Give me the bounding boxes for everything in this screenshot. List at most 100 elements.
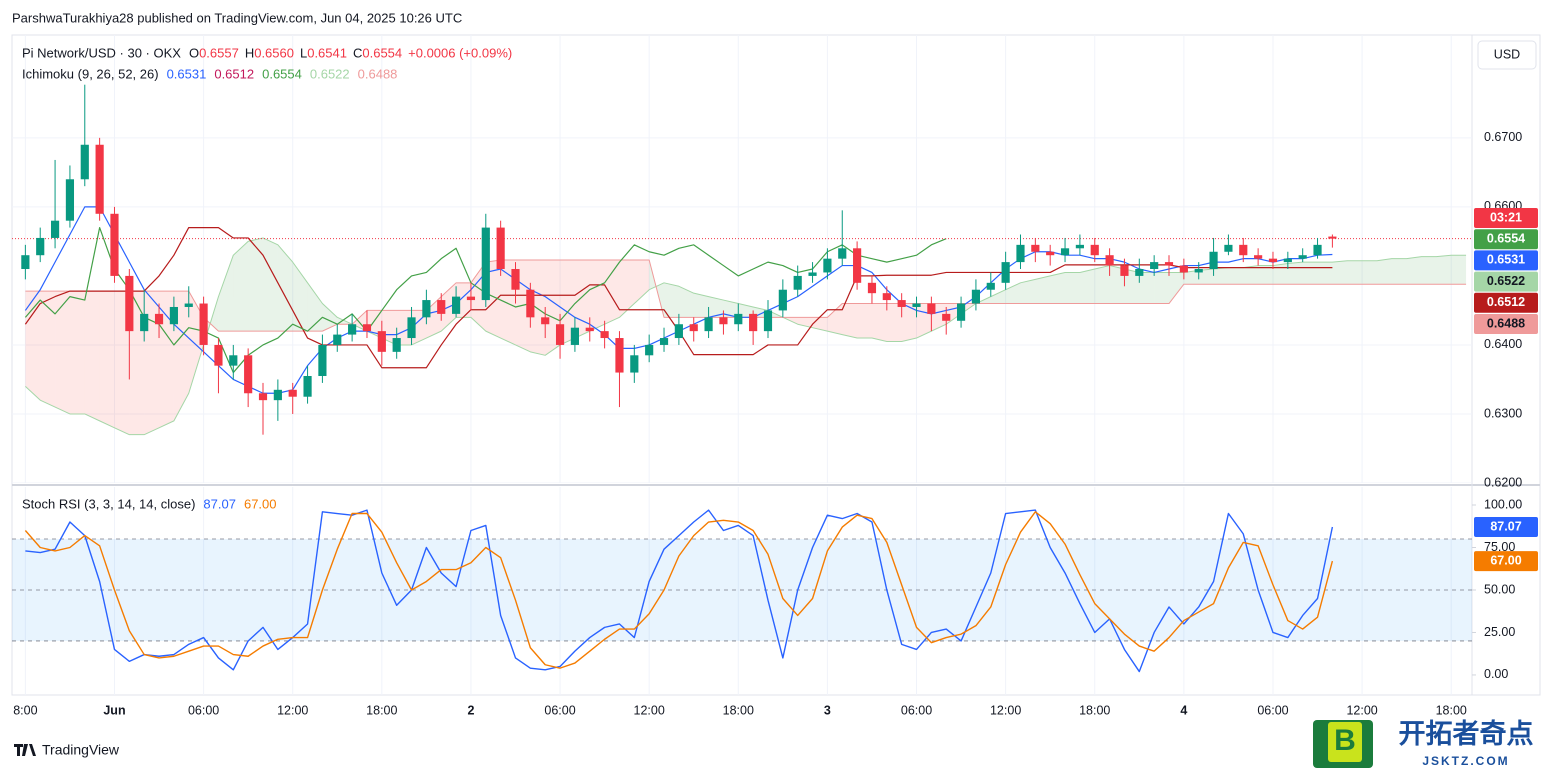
tv-logo [14, 744, 36, 756]
candle-body [1135, 269, 1144, 276]
y-tick-label: 0.6700 [1484, 130, 1522, 144]
cloud-segment [797, 317, 813, 328]
y-tick-label: 0.00 [1484, 667, 1508, 681]
candle-body [719, 317, 728, 325]
candle-body [942, 313, 951, 321]
cloud-segment [1391, 258, 1407, 285]
candle-body [466, 296, 476, 301]
cloud-segment [1020, 279, 1036, 304]
candle-body [1016, 244, 1025, 263]
candle-body [793, 275, 802, 290]
legend-ohlc-value: 0.6557 [199, 45, 239, 60]
cloud-segment [530, 260, 546, 356]
cloud-segment [1079, 269, 1095, 304]
candle-body [630, 355, 639, 373]
candle-body [526, 289, 535, 318]
candle-body [1194, 269, 1203, 273]
candle-body [1075, 244, 1084, 249]
cloud-segment [1169, 272, 1184, 304]
candle-body [229, 355, 238, 366]
cloud-segment [218, 255, 234, 332]
cloud-segment [248, 237, 264, 332]
candle-body [971, 289, 981, 304]
cloud-segment [1154, 272, 1170, 304]
cloud-segment [1065, 272, 1080, 304]
cloud-segment [619, 260, 635, 318]
candle-body [1060, 248, 1070, 256]
x-tick-label: 8:00 [13, 703, 37, 717]
cloud-segment [901, 303, 917, 342]
cloud-segment [693, 293, 709, 318]
legend-indicator-value: 0.6488 [358, 66, 398, 81]
candle-body [1298, 255, 1307, 259]
cloud-segment [1198, 269, 1214, 285]
legend-indicator: Ichimoku (9, 26, 52, 26) [22, 66, 159, 81]
cloud-segment [277, 244, 293, 332]
candle-body [511, 269, 520, 290]
candle-body [214, 344, 223, 366]
cloud-segment [40, 291, 56, 408]
candle-body [50, 220, 60, 238]
candle-body [1031, 244, 1040, 252]
cloud-segment [1243, 265, 1259, 285]
candle-body [704, 317, 713, 332]
cloud-segment [857, 303, 872, 339]
candle-body [897, 300, 906, 307]
cloud-segment [1406, 256, 1422, 285]
candle-body [318, 344, 327, 377]
currency-button[interactable] [1477, 40, 1537, 70]
cloud-segment [1317, 262, 1333, 285]
candle-body [36, 237, 45, 256]
cloud-segment [842, 303, 858, 339]
cloud-segment [263, 237, 278, 332]
price-badge [1474, 229, 1538, 250]
candle-body [21, 255, 30, 270]
legend-ohlc-value: 0.6560 [254, 45, 294, 60]
x-tick-label: 06:00 [901, 703, 932, 717]
legend-indicator-value: 0.6522 [310, 66, 350, 81]
y-tick-label: 0.6400 [1484, 337, 1522, 351]
candle-body [659, 338, 669, 345]
x-tick-label: 2 [467, 703, 474, 717]
candle-body [422, 300, 431, 318]
watermark-letter: B [1334, 724, 1356, 757]
legend-indicator-value: 0.6531 [167, 66, 207, 81]
candle-body [348, 324, 357, 335]
price-badge [1474, 271, 1538, 292]
watermark-site: JSKTZ.COM [1422, 754, 1509, 768]
candle-body [927, 303, 936, 314]
x-tick-label: 12:00 [277, 703, 308, 717]
stoch-line [25, 509, 1334, 673]
candle-body [333, 334, 342, 345]
currency-label: USD [1494, 47, 1520, 61]
candle-body [65, 179, 75, 221]
candle-body [555, 324, 565, 345]
price-badge-label: 0.6531 [1487, 253, 1525, 267]
candle-body [1224, 244, 1233, 252]
cloud-segment [886, 303, 902, 342]
candle-body [184, 303, 193, 307]
cloud-segment [1302, 262, 1318, 285]
candle-body [1150, 262, 1159, 270]
x-tick-label: 18:00 [366, 703, 397, 717]
price-badge-label: 0.6512 [1487, 295, 1525, 309]
cloud-segment [708, 296, 724, 318]
price-badge [1474, 314, 1538, 334]
candle-body [244, 355, 253, 394]
cloud-segment [307, 282, 323, 332]
stoch-badge-label: 87.07 [1490, 519, 1521, 533]
candle-body [763, 310, 773, 332]
legend-ohlc-value: 0.6554 [362, 45, 402, 60]
x-tick-label: 12:00 [990, 703, 1021, 717]
candle-body [1268, 258, 1278, 263]
legend-change: +0.0006 (+0.09%) [408, 45, 512, 60]
candle-body [867, 282, 877, 294]
candle-body [570, 327, 579, 345]
cloud-segment [1436, 255, 1452, 285]
y-tick-label: 50.00 [1484, 582, 1515, 596]
cloud-segment [233, 241, 249, 332]
cloud-segment [827, 303, 843, 335]
candle-body [778, 289, 787, 311]
